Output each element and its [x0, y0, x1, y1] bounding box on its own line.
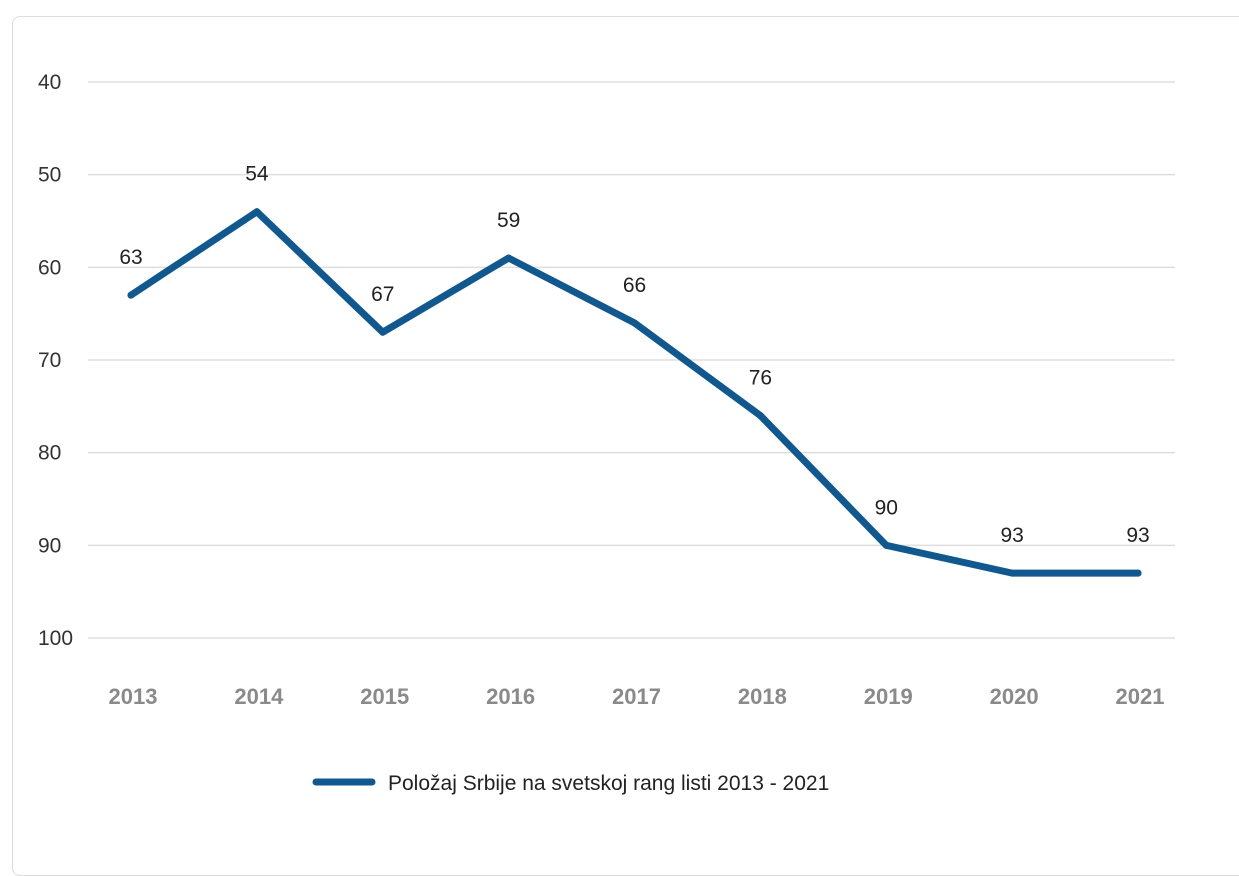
- x-axis: 2013 2014 2015 2016 2017 2018 2019 2020 2021: [109, 684, 1165, 709]
- data-label: 63: [119, 246, 142, 269]
- x-tick-label: 2016: [486, 684, 535, 709]
- y-tick-label: 50: [38, 164, 61, 187]
- data-label: 93: [1000, 524, 1023, 547]
- data-point[interactable]: [127, 291, 135, 299]
- y-tick-label: 40: [38, 71, 61, 94]
- x-tick-label: 2017: [612, 684, 661, 709]
- y-tick-label: 100: [38, 627, 73, 650]
- y-tick-label: 80: [38, 442, 61, 465]
- data-point[interactable]: [631, 319, 638, 327]
- data-label: 90: [875, 496, 898, 519]
- data-label: 93: [1126, 524, 1149, 547]
- data-point[interactable]: [882, 541, 890, 549]
- data-label: 76: [749, 367, 772, 390]
- data-point[interactable]: [1008, 569, 1016, 577]
- x-tick-label: 2018: [738, 684, 787, 709]
- data-point[interactable]: [253, 208, 261, 216]
- x-tick-label: 2021: [1116, 684, 1165, 709]
- x-tick-label: 2013: [109, 684, 158, 709]
- x-tick-label: 2014: [234, 684, 284, 709]
- y-tick-label: 60: [38, 256, 61, 279]
- data-label: 59: [497, 209, 520, 232]
- data-point[interactable]: [1134, 569, 1142, 577]
- series-layer: [127, 208, 1142, 577]
- legend-label: Položaj Srbije na svetskoj rang listi 20…: [388, 772, 829, 795]
- legend[interactable]: Položaj Srbije na svetskoj rang listi 20…: [312, 772, 829, 795]
- data-point[interactable]: [505, 254, 513, 262]
- chart-svg: 40 50 60 70 80 90 100 2013 2014 2015 2016 2017 2018…: [38, 71, 1175, 795]
- x-tick-label: 2015: [360, 684, 409, 709]
- data-label: 67: [371, 283, 394, 306]
- chart-card: [12, 16, 1239, 876]
- y-tick-label: 90: [38, 534, 61, 557]
- x-tick-label: 2019: [864, 684, 913, 709]
- grid-layer: [88, 81, 1175, 639]
- data-labels: 63 54 67 59 66 76 90 93 93: [119, 163, 1149, 547]
- y-tick-label: 70: [38, 349, 61, 372]
- data-point[interactable]: [756, 412, 764, 420]
- data-point[interactable]: [379, 328, 387, 336]
- series-line[interactable]: [127, 208, 1142, 577]
- data-label: 54: [245, 163, 269, 186]
- data-label: 66: [623, 274, 646, 297]
- x-tick-label: 2020: [990, 684, 1039, 709]
- y-axis: 40 50 60 70 80 90 100: [38, 71, 73, 650]
